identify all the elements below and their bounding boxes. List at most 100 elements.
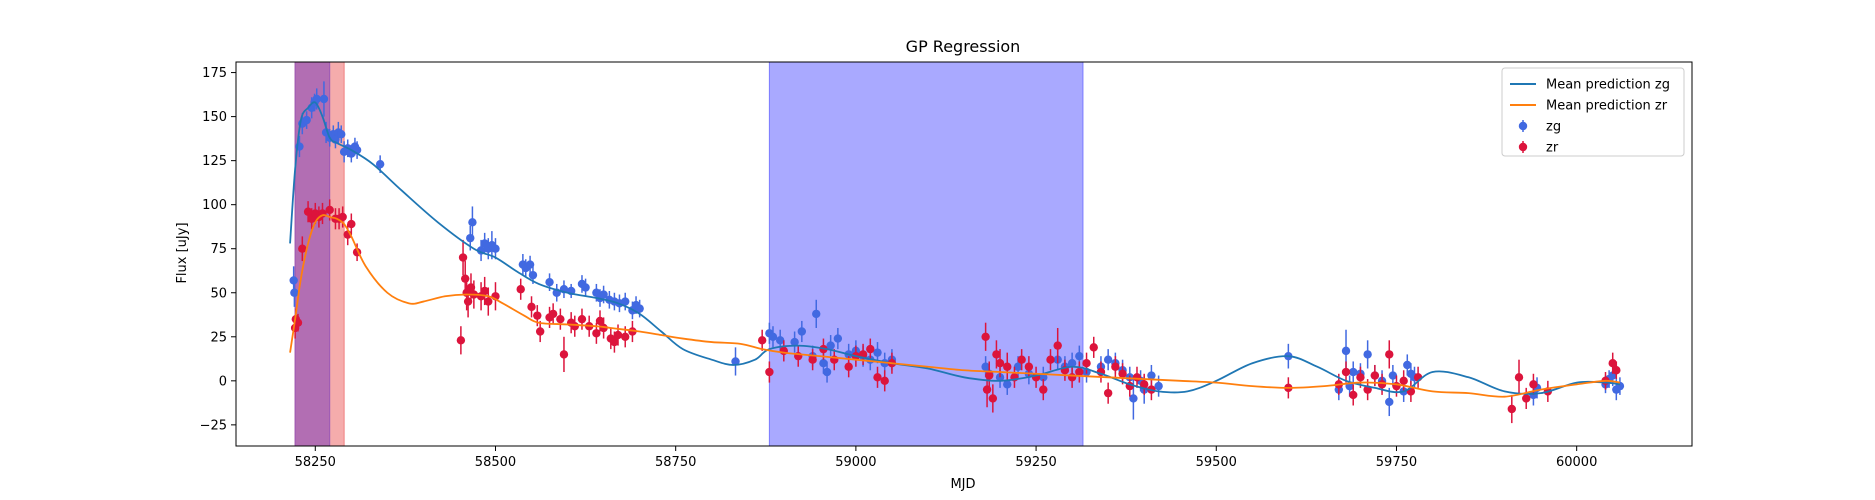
point-zr-34 (559, 350, 569, 359)
point-zr-3 (298, 244, 307, 253)
point-zg-4 (302, 115, 311, 125)
point-zr-104 (1529, 380, 1538, 389)
point-zr-78 (1082, 359, 1091, 368)
point-zr-64 (988, 394, 998, 403)
point-zr-79 (1089, 343, 1098, 352)
point-zr-67 (1003, 362, 1012, 371)
point-zg-56 (819, 359, 828, 368)
point-zr-69 (1017, 355, 1026, 364)
point-zr-57 (866, 344, 875, 354)
point-zg-53 (797, 327, 807, 336)
plot-inner (289, 62, 1625, 446)
point-zg-37 (581, 283, 590, 292)
point-zr-27 (516, 285, 525, 294)
y-tick-label: 50 (210, 286, 227, 301)
point-zg-48 (731, 357, 740, 366)
point-zr-4 (303, 207, 313, 216)
point-zr-83 (1118, 369, 1127, 378)
y-axis: −25 0 25 50 75 100 125 150 175 (200, 66, 236, 433)
point-zg-64 (873, 348, 882, 357)
point-zr-17 (458, 253, 468, 262)
point-zr-86 (1139, 380, 1149, 389)
point-zg-8 (319, 94, 329, 104)
point-zr-82 (1111, 362, 1120, 371)
point-zr-58 (873, 373, 882, 382)
point-zg-95 (1363, 350, 1372, 359)
x-axis-label: MJD (950, 477, 975, 492)
point-zg-77 (1075, 351, 1084, 361)
point-zg-14 (337, 130, 346, 139)
y-tick-label: −25 (200, 418, 227, 433)
x-tick-label: 59250 (1015, 455, 1056, 470)
point-zg-55 (812, 309, 821, 319)
point-zg-51 (775, 336, 785, 345)
x-tick-label: 58500 (475, 455, 516, 470)
point-zr-9 (325, 205, 334, 215)
y-tick-label: 100 (202, 198, 227, 213)
point-zg-44 (621, 297, 630, 306)
point-zr-70 (1024, 362, 1034, 371)
point-zg-57 (822, 367, 832, 377)
point-zg-32 (545, 277, 554, 287)
plot-frame (235, 61, 1693, 447)
point-zr-30 (535, 327, 545, 336)
point-zr-107 (1608, 359, 1617, 368)
point-zr-101 (1507, 404, 1517, 414)
point-zr-72 (1039, 385, 1048, 394)
point-zg-50 (768, 332, 778, 341)
point-zg-30 (525, 260, 535, 269)
point-zg-101 (1403, 360, 1412, 370)
point-zr-32 (548, 309, 558, 319)
x-tick-label: 58250 (295, 455, 336, 470)
point-zg-80 (1103, 355, 1113, 364)
point-zg-71 (1013, 362, 1023, 371)
point-zr-103 (1522, 394, 1531, 403)
y-tick-label: 150 (202, 110, 227, 125)
point-zr-14 (347, 219, 356, 229)
point-zr-40 (595, 316, 605, 326)
point-zr-108 (1612, 366, 1621, 375)
point-zg-20 (375, 159, 385, 169)
point-zg-7 (312, 94, 321, 104)
point-zr-95 (1377, 380, 1387, 389)
point-zg-21 (466, 233, 475, 243)
point-zr-21 (466, 283, 476, 292)
y-tick-label: 75 (210, 242, 227, 257)
point-zg-31 (528, 270, 538, 280)
x-axis: 58250 58500 58750 59000 59250 59500 59750 60000 (295, 446, 1597, 470)
point-zg-52 (790, 337, 799, 347)
point-zr-39 (592, 329, 601, 338)
legend-label: zg (1546, 120, 1561, 135)
y-tick-label: 25 (210, 330, 227, 345)
series-zr (290, 199, 1621, 424)
point-zr-37 (577, 314, 587, 324)
point-zr-77 (1075, 367, 1084, 377)
legend: Mean prediction zg Mean prediction zr zg zr (1501, 67, 1685, 157)
y-tick-label: 0 (219, 374, 227, 389)
point-zr-16 (456, 336, 466, 345)
point-zr-76 (1067, 373, 1077, 382)
point-zr-12 (338, 212, 347, 222)
point-zr-18 (461, 274, 470, 283)
plot-area (235, 61, 1693, 447)
point-zr-20 (463, 297, 473, 306)
point-zg-47 (635, 304, 644, 313)
point-zr-51 (808, 355, 817, 364)
point-zr-102 (1514, 373, 1524, 382)
point-zr-98 (1399, 376, 1408, 386)
x-tick-label: 58750 (655, 455, 696, 470)
y-tick-label: 175 (202, 66, 227, 81)
point-zg-70 (1003, 380, 1012, 389)
point-zr-48 (765, 367, 774, 377)
point-zg-88 (1154, 381, 1163, 391)
point-zg-40 (599, 290, 608, 299)
legend-label: Mean prediction zg (1546, 78, 1670, 93)
point-zr-92 (1356, 373, 1365, 382)
legend-box (1501, 67, 1685, 157)
point-zr-59 (880, 376, 889, 386)
point-zg-1 (290, 288, 299, 297)
point-zr-45 (621, 332, 630, 341)
legend-label: zr (1546, 141, 1559, 156)
point-zr-36 (570, 322, 579, 331)
point-zr-63 (985, 371, 994, 380)
